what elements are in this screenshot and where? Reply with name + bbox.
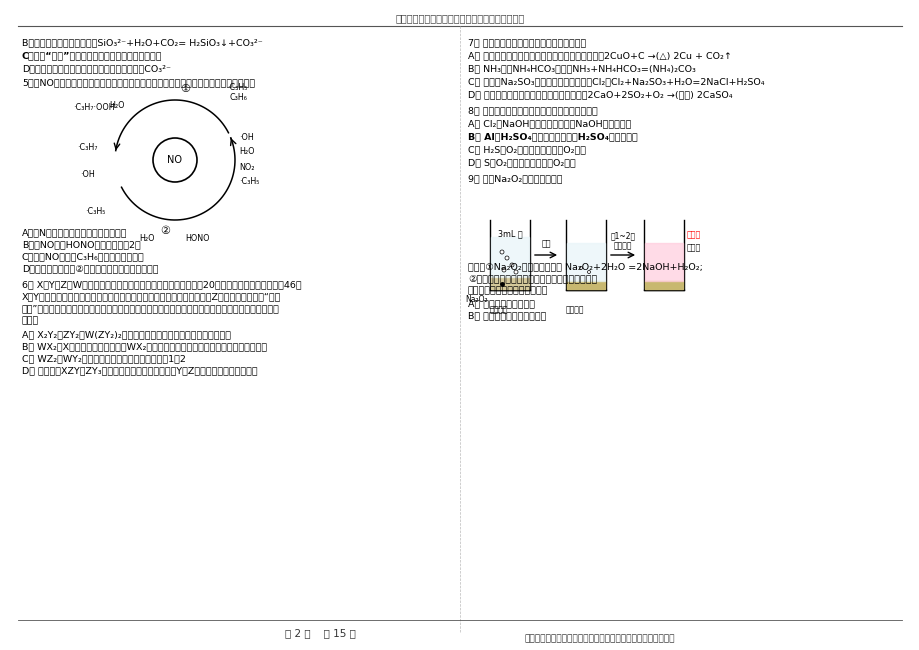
Circle shape (514, 270, 517, 274)
Text: 滱1~2滴: 滱1~2滴 (610, 231, 635, 240)
Text: 已知：①Na₂O₂与水反应经历了 Na₂O₂+2H₂O =2NaOH+H₂O₂;: 已知：①Na₂O₂与水反应经历了 Na₂O₂+2H₂O =2NaOH+H₂O₂; (468, 262, 702, 271)
Bar (566, 243, 605, 281)
Text: D． S与O₂的燃烧反应；改变O₂的量: D． S与O₂的燃烧反应；改变O₂的量 (468, 158, 575, 167)
Text: C₃H₆: C₃H₆ (230, 93, 247, 102)
Text: ·C₃H₇: ·C₃H₇ (77, 144, 97, 153)
Text: D． 可以通过XZY、ZY₃等物质中的元素化合价来比较Y、Z两种元素的非金属性强弱: D． 可以通过XZY、ZY₃等物质中的元素化合价来比较Y、Z两种元素的非金属性强… (22, 366, 257, 375)
Bar (491, 277, 528, 289)
Text: NO₂: NO₂ (239, 164, 255, 172)
Text: 第 2 页    共 15 页: 第 2 页 共 15 页 (284, 628, 355, 638)
Text: 少量气泡: 少量气泡 (565, 305, 584, 314)
Text: ②酸酸褐色原因与溶液的强碱性或强氧化性有关。: ②酸酸褐色原因与溶液的强碱性或强氧化性有关。 (468, 274, 596, 283)
Text: 3mL 水: 3mL 水 (497, 229, 522, 238)
Text: ①: ① (180, 84, 190, 94)
Text: 衡水豪华决胜二三高考化学暑假必刺密卷新高考版: 衡水豪华决胜二三高考化学暑假必刺密卷新高考版 (395, 13, 524, 23)
Bar (644, 281, 682, 289)
Text: A．含N分子参与的反应一定有电子转移: A．含N分子参与的反应一定有电子转移 (22, 228, 128, 237)
Text: B． WX₂中X元素的检验方法可以将WX₂固体置于氧气流中灸烧并将产物通过无水硫酸逷: B． WX₂中X元素的检验方法可以将WX₂固体置于氧气流中灸烧并将产物通过无水硫… (22, 342, 267, 351)
Bar (491, 237, 528, 277)
Circle shape (502, 268, 505, 272)
Circle shape (499, 250, 504, 254)
Text: 大量气泡: 大量气泡 (490, 305, 508, 314)
Text: C． 用过量Na₂SO₃溶液吸收工业尾气中的Cl₂：Cl₂+Na₂SO₃+H₂O=2NaCl+H₂SO₄: C． 用过量Na₂SO₃溶液吸收工业尾气中的Cl₂：Cl₂+Na₂SO₃+H₂O… (468, 77, 764, 86)
Text: X、Y两种元素能够形成两种化合物，其中一种化合物被称为生命的源泉，Z元素是一种重要的“成盐: X、Y两种元素能够形成两种化合物，其中一种化合物被称为生命的源泉，Z元素是一种重… (22, 292, 281, 301)
Text: ·C₃H₅: ·C₃H₅ (227, 83, 247, 92)
Text: 根据上述实验可以得出的结论是: 根据上述实验可以得出的结论是 (468, 286, 548, 295)
Text: 9． 有关Na₂O₂性质实验如下：: 9． 有关Na₂O₂性质实验如下： (468, 174, 562, 183)
Text: A． Cl₂与NaOH溶液的反应；改变NaOH溶液的温度: A． Cl₂与NaOH溶液的反应；改变NaOH溶液的温度 (468, 119, 630, 128)
Text: A． 础粉与过量氧化锤混合加热，黑色氧化锤变红：2CuO+C →(△) 2Cu + CO₂↑: A． 础粉与过量氧化锤混合加热，黑色氧化锤变红：2CuO+C →(△) 2Cu … (468, 51, 732, 60)
Text: H₂O: H₂O (239, 148, 255, 157)
Text: 元素”，其形成的一种盐在海水中含量最高，其单质通过电解该盐溶液获得。下列关于四种元素说法错: 元素”，其形成的一种盐在海水中含量最高，其单质通过电解该盐溶液获得。下列关于四种… (22, 304, 279, 313)
Text: B． 浓氮氧化钓能使酸酸褐色: B． 浓氮氧化钓能使酸酸褐色 (468, 311, 546, 320)
Text: HONO: HONO (185, 234, 210, 243)
Text: NO: NO (167, 155, 182, 165)
Text: H₂O: H₂O (139, 234, 154, 243)
Text: C．蒸发“碱液”所得晶体中含有离子键和极性共价键: C．蒸发“碱液”所得晶体中含有离子键和极性共价键 (22, 51, 163, 60)
Text: A． 双氧水能使酸酸褐色: A． 双氧水能使酸酸褐色 (468, 299, 535, 308)
Circle shape (587, 270, 590, 274)
Text: ·OH: ·OH (239, 133, 254, 142)
Text: 先变红: 先变红 (686, 231, 700, 239)
Text: B．由NO生成HONO的反应历程有2种: B．由NO生成HONO的反应历程有2种 (22, 240, 141, 249)
Text: B． NH₃通入NH₄HCO₃溶液：NH₃+NH₄HCO₃=(NH₄)₂CO₃: B． NH₃通入NH₄HCO₃溶液：NH₃+NH₄HCO₃=(NH₄)₂CO₃ (468, 64, 695, 73)
Text: 后褐色: 后褐色 (686, 244, 700, 252)
Text: C．增大NO的量，C₃H₆的平衡转化率不变: C．增大NO的量，C₃H₆的平衡转化率不变 (22, 252, 144, 261)
Text: ·C₃H₇·OOH: ·C₃H₇·OOH (73, 103, 115, 112)
Text: ②: ② (160, 226, 170, 236)
Text: A． X₂Y₂、ZY₂、W(ZY₂)₂均是常见的杀菌消毒剂，三者作用原理相同: A． X₂Y₂、ZY₂、W(ZY₂)₂均是常见的杀菌消毒剂，三者作用原理相同 (22, 330, 231, 339)
Text: 7． 下列化学变化的相关化学方程式错误的是: 7． 下列化学变化的相关化学方程式错误的是 (468, 38, 585, 47)
Circle shape (509, 263, 514, 267)
Text: Na₂O₂: Na₂O₂ (465, 295, 487, 304)
Circle shape (505, 256, 508, 260)
Text: ·C₃H₅: ·C₃H₅ (239, 177, 259, 187)
Text: 6． X、Y、Z、W四种主族元素，原子序数依次增大，且均不大于20，四种元素核电荷数之和为46。: 6． X、Y、Z、W四种主族元素，原子序数依次增大，且均不大于20，四种元素核电… (22, 280, 301, 289)
Bar (566, 281, 605, 289)
Text: 静置: 静置 (540, 239, 550, 248)
Text: D． 为实现硫的固定，向燃煤中加入生石灰：2CaO+2SO₂+O₂ →(高温) 2CaSO₄: D． 为实现硫的固定，向燃煤中加入生石灰：2CaO+2SO₂+O₂ →(高温) … (468, 90, 732, 99)
Text: H₂O: H₂O (109, 101, 125, 109)
Circle shape (153, 138, 197, 182)
Text: 一切不按照高考标准进行的训练，都对备战高考没有任何意义！: 一切不按照高考标准进行的训练，都对备战高考没有任何意义！ (524, 634, 675, 643)
Text: C． WZ₂、WY₂两种化合物中阴阳离子个数比均为1：2: C． WZ₂、WY₂两种化合物中阴阳离子个数比均为1：2 (22, 354, 186, 363)
Text: 误的是: 误的是 (22, 316, 40, 325)
Circle shape (579, 266, 582, 270)
Text: 酸酸溶液: 酸酸溶液 (613, 241, 631, 250)
Bar (644, 243, 682, 281)
Text: ·C₃H₅: ·C₃H₅ (85, 207, 106, 216)
Text: B．沉淠反应的离子方程式为SiO₃²⁻+H₂O+CO₂= H₂SiO₃↓+CO₃²⁻: B．沉淠反应的离子方程式为SiO₃²⁻+H₂O+CO₂= H₂SiO₃↓+CO₃… (22, 38, 263, 47)
Text: D．用稀盐酸洗涤沉淠的目的是除去沉淠表面的CO₃²⁻: D．用稀盐酸洗涤沉淠的目的是除去沉淠表面的CO₃²⁻ (22, 64, 171, 73)
Text: B． Al与H₂SO₄溶液的反应；改变H₂SO₄溶液的浓度: B． Al与H₂SO₄溶液的反应；改变H₂SO₄溶液的浓度 (468, 132, 637, 141)
Text: D．当主要发生包含②的历程时，最终生成的水减少: D．当主要发生包含②的历程时，最终生成的水减少 (22, 264, 158, 273)
Text: C． H₂S与O₂的燃烧反应；改变O₂的量: C． H₂S与O₂的燃烧反应；改变O₂的量 (468, 145, 585, 154)
Text: 8． 下列反应改变某种条件，不会改变生成物的是: 8． 下列反应改变某种条件，不会改变生成物的是 (468, 106, 597, 115)
Text: ·OH: ·OH (80, 170, 95, 179)
Text: 5．在NO催化下，丙烷与氧气反应制备丙烯的部分反应机理如图所示。下列说法错误的是: 5．在NO催化下，丙烷与氧气反应制备丙烯的部分反应机理如图所示。下列说法错误的是 (22, 78, 255, 87)
